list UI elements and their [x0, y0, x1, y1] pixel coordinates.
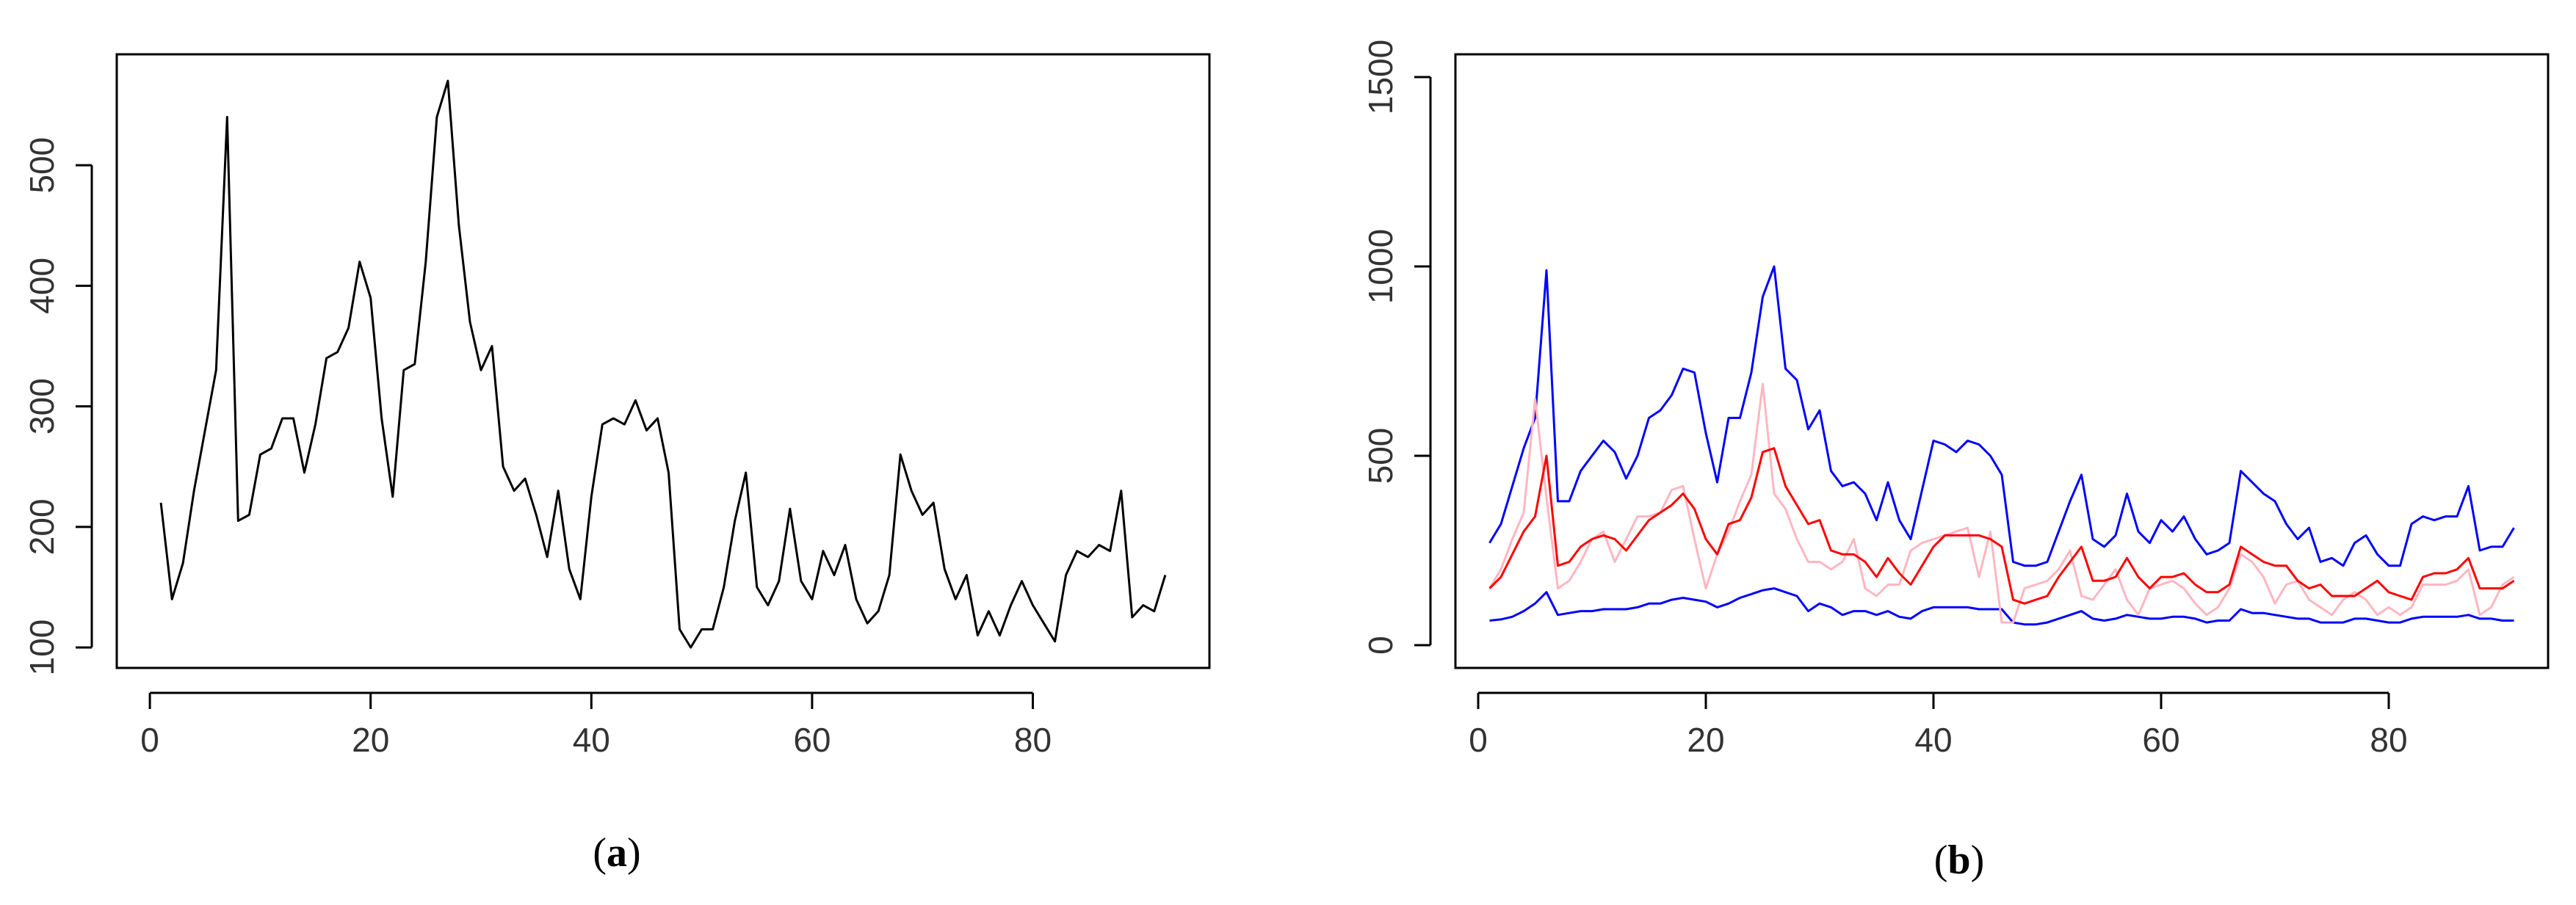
- y-axis-a: 100 200 300 400 500: [23, 137, 93, 676]
- y-axis-b: 0 500 1000 1500: [1361, 40, 1432, 655]
- x-tick-label: 40: [1914, 721, 1952, 759]
- y-tick-label: 1000: [1361, 229, 1400, 304]
- panel-label-b: (b): [1934, 837, 1984, 883]
- y-tick-label: 500: [1361, 428, 1400, 484]
- x-tick-label: 20: [1687, 721, 1724, 759]
- x-tick-label: 60: [793, 721, 831, 759]
- y-tick-label: 100: [23, 619, 61, 676]
- series-group-b: [1488, 265, 2515, 626]
- series-line-3: [1488, 382, 2515, 624]
- chart-panel-a: 0 20 40 60 80 100 200 300 400 500 (a): [23, 53, 1211, 876]
- series-line-1: [1488, 265, 2515, 567]
- x-tick-label: 40: [573, 721, 610, 759]
- y-tick-label: 0: [1361, 636, 1400, 655]
- x-tick-label: 20: [352, 721, 389, 759]
- series-line-4: [1488, 447, 2515, 605]
- panel-label-a: (a): [593, 830, 640, 876]
- y-tick-label: 300: [23, 378, 61, 435]
- y-tick-label: 200: [23, 498, 61, 555]
- plot-frame-a: [115, 53, 1211, 669]
- x-axis-a: 0 20 40 60 80: [140, 691, 1052, 759]
- plot-frame-b: [1454, 53, 2550, 669]
- x-axis-b: 0 20 40 60 80: [1469, 691, 2408, 759]
- series-group-a: [159, 79, 1167, 649]
- x-tick-label: 0: [140, 721, 159, 759]
- series-line-2: [1489, 587, 2514, 626]
- x-tick-label: 80: [2370, 721, 2407, 759]
- x-tick-label: 0: [1469, 721, 1488, 759]
- series-line-1: [159, 79, 1167, 649]
- y-tick-label: 1500: [1361, 40, 1400, 115]
- x-tick-label: 60: [2142, 721, 2179, 759]
- chart-panel-b: 0 20 40 60 80 0 500 1000 1500 (b): [1361, 40, 2550, 883]
- x-tick-label: 80: [1014, 721, 1052, 759]
- y-tick-label: 400: [23, 258, 61, 314]
- y-tick-label: 500: [23, 137, 61, 194]
